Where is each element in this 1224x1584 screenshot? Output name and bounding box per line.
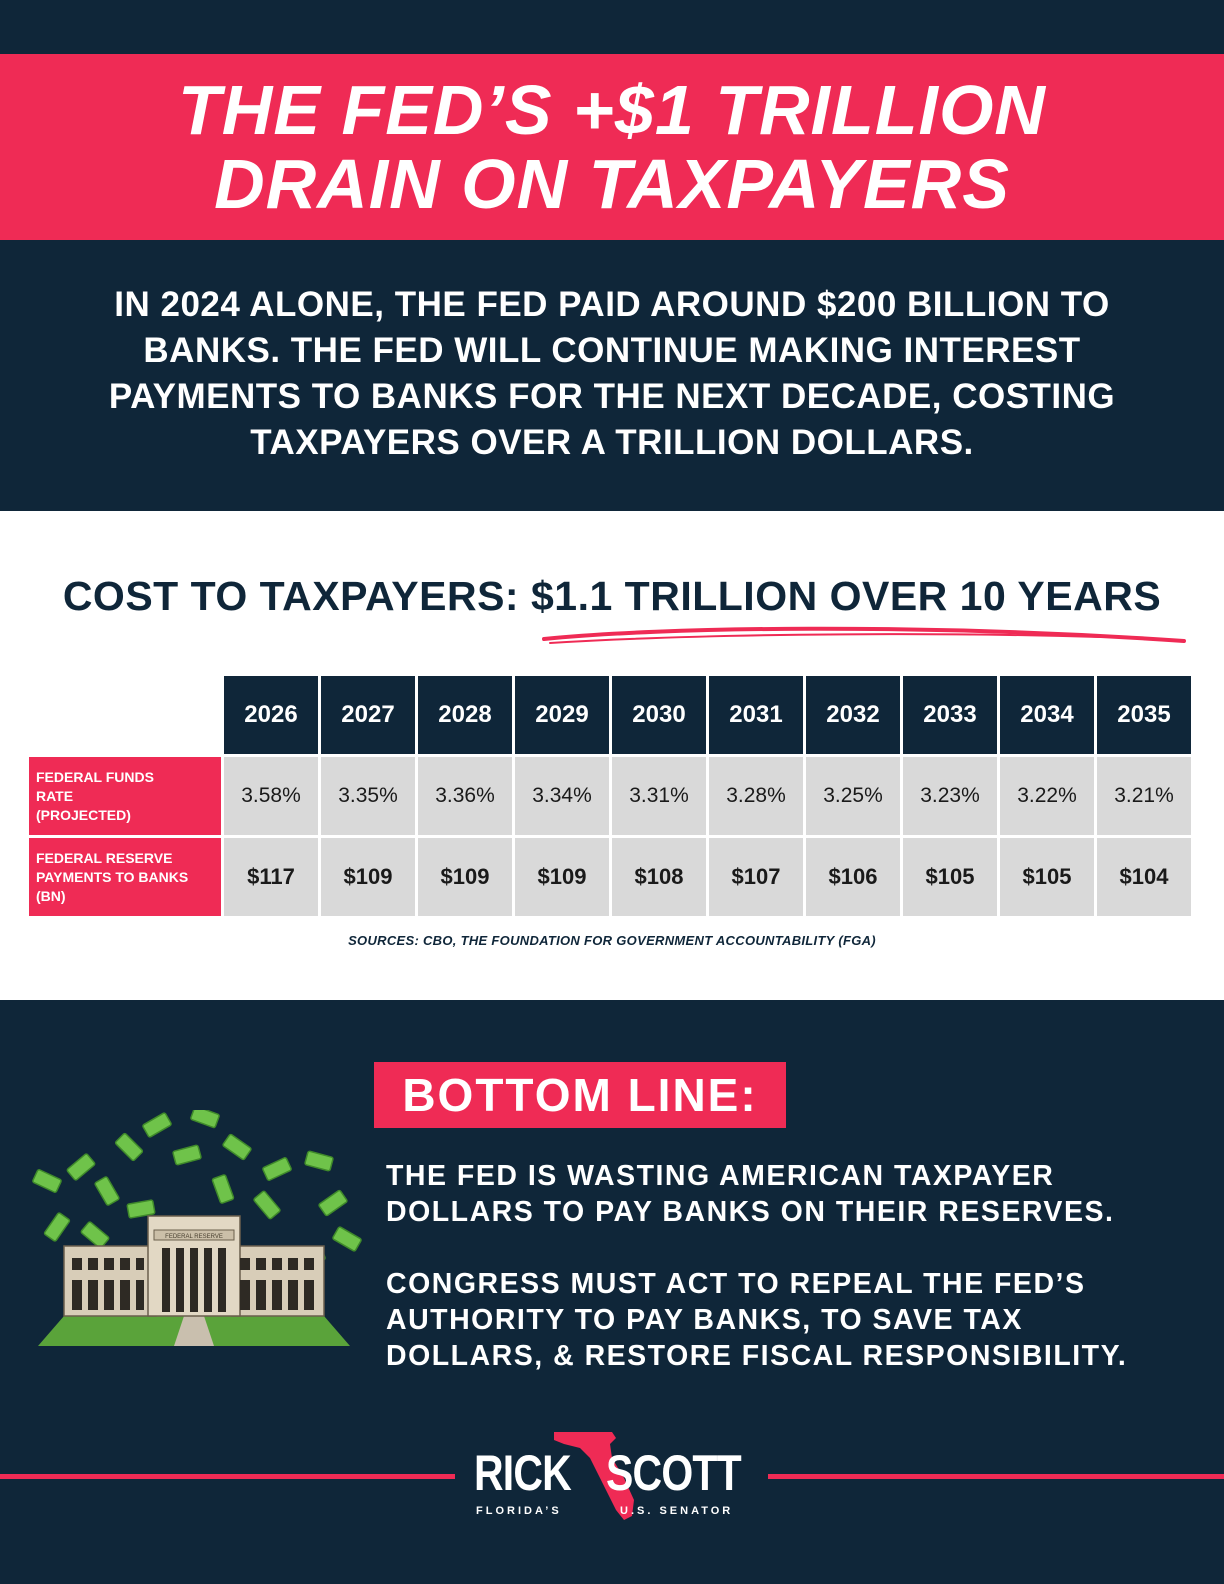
rate-cell: 3.22% xyxy=(1000,757,1094,835)
payment-cell: $109 xyxy=(418,838,512,916)
rate-cell: 3.31% xyxy=(612,757,706,835)
rate-cell: 3.58% xyxy=(224,757,318,835)
year-header: 2035 xyxy=(1097,676,1191,754)
bottom-line-text: CONGRESS MUST ACT TO REPEAL THE FED’S xyxy=(386,1268,1086,1300)
row-label-line: (PROJECTED) xyxy=(36,806,131,823)
footer-rule-left xyxy=(0,1474,455,1479)
payment-cell: $106 xyxy=(806,838,900,916)
bottom-line-text: AUTHORITY TO PAY BANKS, TO SAVE TAX xyxy=(386,1304,1023,1336)
row-label-payments: FEDERAL RESERVE PAYMENTS TO BANKS (BN) xyxy=(29,838,221,916)
cost-panel: COST TO TAXPAYERS: $1.1 TRILLION OVER 10… xyxy=(0,511,1224,1000)
bottom-line-paragraph-1: THE FED IS WASTING AMERICAN TAXPAYER DOL… xyxy=(386,1158,1206,1230)
row-label-line: FEDERAL RESERVE xyxy=(36,849,173,866)
row-label-line: FEDERAL FUNDS xyxy=(36,768,154,785)
money-bill-icon xyxy=(32,1110,362,1269)
payment-cell: $107 xyxy=(709,838,803,916)
year-header: 2030 xyxy=(612,676,706,754)
table-row-rate: FEDERAL FUNDS RATE (PROJECTED) 3.58% 3.3… xyxy=(29,757,1191,835)
table-header-row: 2026 2027 2028 2029 2030 2031 2032 2033 … xyxy=(29,676,1191,754)
bottom-line-text: DOLLARS, & RESTORE FISCAL RESPONSIBILITY… xyxy=(386,1340,1128,1372)
bottom-line-badge: BOTTOM LINE: xyxy=(374,1062,786,1128)
year-header: 2032 xyxy=(806,676,900,754)
intro-line-2: BANKS. THE FED WILL CONTINUE MAKING INTE… xyxy=(143,331,1081,370)
rate-cell: 3.23% xyxy=(903,757,997,835)
bottom-line-text: DOLLARS TO PAY BANKS ON THEIR RESERVES. xyxy=(386,1196,1115,1228)
title-line-1: THE FED’S +$1 TRILLION xyxy=(178,71,1046,149)
rate-cell: 3.35% xyxy=(321,757,415,835)
underline-swoosh-icon xyxy=(542,626,1186,644)
year-header: 2026 xyxy=(224,676,318,754)
florida-state-icon xyxy=(554,1432,634,1520)
year-header: 2029 xyxy=(515,676,609,754)
intro-line-1: IN 2024 ALONE, THE FED PAID AROUND $200 … xyxy=(114,285,1110,324)
logo-first-name: RICK xyxy=(474,1445,572,1501)
payment-cell: $109 xyxy=(515,838,609,916)
rate-cell: 3.28% xyxy=(709,757,803,835)
logo-subtitle-right: U.S. SENATOR xyxy=(620,1505,734,1517)
bottom-line-text: THE FED IS WASTING AMERICAN TAXPAYER xyxy=(386,1160,1055,1192)
table-corner xyxy=(29,676,221,754)
payment-cell: $105 xyxy=(903,838,997,916)
year-header: 2034 xyxy=(1000,676,1094,754)
row-label-line: RATE xyxy=(36,787,74,804)
logo-last-name: SCOTT xyxy=(606,1445,742,1501)
payment-cell: $105 xyxy=(1000,838,1094,916)
logo-subtitle-left: FLORIDA’S xyxy=(476,1505,562,1517)
federal-reserve-building-icon: FEDERAL RESERVE xyxy=(32,1110,362,1346)
year-header: 2028 xyxy=(418,676,512,754)
intro-paragraph: IN 2024 ALONE, THE FED PAID AROUND $200 … xyxy=(40,282,1184,466)
row-label-line: (BN) xyxy=(36,887,66,904)
building-sign: FEDERAL RESERVE xyxy=(165,1234,223,1240)
intro-line-3: PAYMENTS TO BANKS FOR THE NEXT DECADE, C… xyxy=(108,377,1116,416)
row-label-rate: FEDERAL FUNDS RATE (PROJECTED) xyxy=(29,757,221,835)
title-line-2: DRAIN ON TAXPAYERS xyxy=(214,145,1010,223)
year-header: 2027 xyxy=(321,676,415,754)
rate-cell: 3.25% xyxy=(806,757,900,835)
top-strip xyxy=(0,0,1224,54)
year-header: 2031 xyxy=(709,676,803,754)
intro-line-4: TAXPAYERS OVER A TRILLION DOLLARS. xyxy=(250,423,974,462)
footer-rule-right xyxy=(768,1474,1224,1479)
rate-cell: 3.21% xyxy=(1097,757,1191,835)
payment-cell: $109 xyxy=(321,838,415,916)
payment-cell: $117 xyxy=(224,838,318,916)
payment-cell: $104 xyxy=(1097,838,1191,916)
rick-scott-logo: RICK SCOTT FLORIDA’S U.S. SENATOR xyxy=(470,1428,760,1524)
table-row-payments: FEDERAL RESERVE PAYMENTS TO BANKS (BN) $… xyxy=(29,838,1191,916)
cost-heading: COST TO TAXPAYERS: $1.1 TRILLION OVER 10… xyxy=(62,573,1162,619)
title-banner: THE FED’S +$1 TRILLION DRAIN ON TAXPAYER… xyxy=(0,54,1224,240)
rate-cell: 3.36% xyxy=(418,757,512,835)
sources-note: SOURCES: CBO, THE FOUNDATION FOR GOVERNM… xyxy=(348,933,876,948)
rate-cell: 3.34% xyxy=(515,757,609,835)
payment-cell: $108 xyxy=(612,838,706,916)
projection-table: 2026 2027 2028 2029 2030 2031 2032 2033 … xyxy=(26,673,1194,919)
year-header: 2033 xyxy=(903,676,997,754)
row-label-line: PAYMENTS TO BANKS xyxy=(36,868,189,885)
bottom-line-paragraph-2: CONGRESS MUST ACT TO REPEAL THE FED’S AU… xyxy=(386,1266,1206,1374)
